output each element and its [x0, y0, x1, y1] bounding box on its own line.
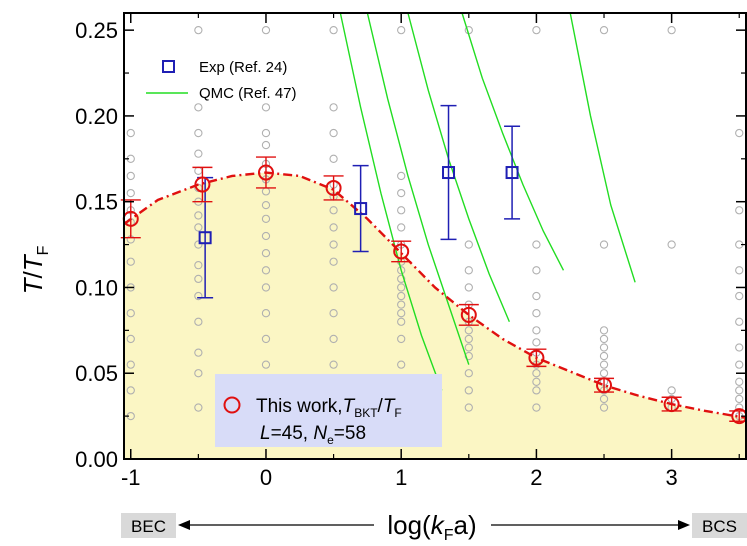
- grid-marker: [736, 207, 743, 214]
- legend-exp-label: Exp (Ref. 24): [199, 59, 287, 76]
- legend-qmc-label: QMC (Ref. 47): [199, 85, 297, 102]
- legend-l-symbol: L: [260, 423, 271, 444]
- grid-marker: [398, 172, 405, 179]
- grid-marker: [736, 361, 743, 368]
- grid-marker: [195, 167, 202, 174]
- qmc-curve: [570, 13, 635, 282]
- legend-l-value: =45,: [271, 423, 314, 444]
- legend-params-label: L=45, Ne=58: [260, 423, 366, 447]
- legend-this-work-label: This work,TBKT/TF: [256, 396, 402, 420]
- y-tick-label: 0.25: [75, 18, 118, 43]
- grid-marker: [600, 370, 607, 377]
- grid-marker: [465, 267, 472, 274]
- grid-marker: [195, 27, 202, 34]
- grid-marker: [533, 310, 540, 317]
- x-tick-label: 2: [530, 465, 542, 490]
- x-label-pre: log(: [387, 510, 431, 540]
- grid-marker: [398, 207, 405, 214]
- grid-marker: [398, 224, 405, 231]
- y-tick-label: 0.20: [75, 104, 118, 129]
- x-axis-label: log(kFa): [387, 510, 476, 544]
- grid-marker: [533, 267, 540, 274]
- grid-marker: [736, 292, 743, 299]
- grid-marker: [600, 352, 607, 359]
- grid-marker: [127, 129, 134, 136]
- grid-marker: [465, 241, 472, 248]
- legend-n-symbol: N: [313, 423, 327, 444]
- grid-marker: [330, 27, 337, 34]
- grid-marker: [533, 292, 540, 299]
- y-axis-label: T/TF: [18, 245, 52, 294]
- grid-marker: [668, 27, 675, 34]
- legend-bkt-sub: BKT: [354, 406, 378, 420]
- legend-exp-marker: [163, 61, 174, 72]
- grid-marker: [736, 129, 743, 136]
- grid-marker: [262, 129, 269, 136]
- grid-marker: [262, 27, 269, 34]
- legend-this-work-text: This work,: [256, 396, 343, 417]
- grid-marker: [600, 27, 607, 34]
- y-tick-label: 0.10: [75, 275, 118, 300]
- y-tick-label: 0.00: [75, 447, 118, 472]
- grid-marker: [398, 27, 405, 34]
- grid-marker: [127, 172, 134, 179]
- grid-marker: [736, 387, 743, 394]
- grid-marker: [127, 190, 134, 197]
- grid-marker: [262, 141, 269, 148]
- grid-marker: [398, 190, 405, 197]
- x-label-post: a): [454, 510, 477, 540]
- grid-marker: [668, 241, 675, 248]
- grid-marker: [600, 327, 607, 334]
- legend-n-value: =58: [334, 423, 366, 444]
- grid-marker: [736, 318, 743, 325]
- grid-marker: [600, 361, 607, 368]
- grid-marker: [736, 267, 743, 274]
- grid-marker: [533, 241, 540, 248]
- grid-marker: [736, 344, 743, 351]
- y-tick-label: 0.05: [75, 361, 118, 386]
- grid-marker: [330, 155, 337, 162]
- grid-marker: [668, 387, 675, 394]
- x-tick-label: 0: [260, 465, 272, 490]
- grid-marker: [330, 104, 337, 111]
- bec-arrow-head: [178, 520, 190, 530]
- grid-marker: [533, 339, 540, 346]
- x-tick-label: -1: [121, 465, 141, 490]
- grid-marker: [533, 27, 540, 34]
- x-tick-label: 1: [395, 465, 407, 490]
- y-label-sub: F: [35, 245, 52, 255]
- x-label-sub: F: [444, 527, 454, 544]
- grid-marker: [533, 327, 540, 334]
- grid-marker: [736, 378, 743, 385]
- legend-top: Exp (Ref. 24) QMC (Ref. 47): [146, 59, 297, 102]
- bcs-label: BCS: [702, 517, 737, 536]
- grid-marker: [736, 395, 743, 402]
- y-tick-label: 0.15: [75, 190, 118, 215]
- x-tick-label: 3: [666, 465, 678, 490]
- legend-bottom: This work,TBKT/TF L=45, Ne=58: [215, 374, 442, 447]
- grid-marker: [600, 344, 607, 351]
- grid-marker: [465, 284, 472, 291]
- legend-f-sub: F: [394, 406, 401, 420]
- grid-marker: [600, 335, 607, 342]
- grid-marker: [600, 241, 607, 248]
- grid-marker: [195, 129, 202, 136]
- grid-marker: [330, 129, 337, 136]
- bec-label: BEC: [131, 517, 166, 536]
- grid-marker: [195, 150, 202, 157]
- grid-marker: [262, 104, 269, 111]
- grid-marker: [195, 104, 202, 111]
- bcs-arrow-head: [678, 520, 690, 530]
